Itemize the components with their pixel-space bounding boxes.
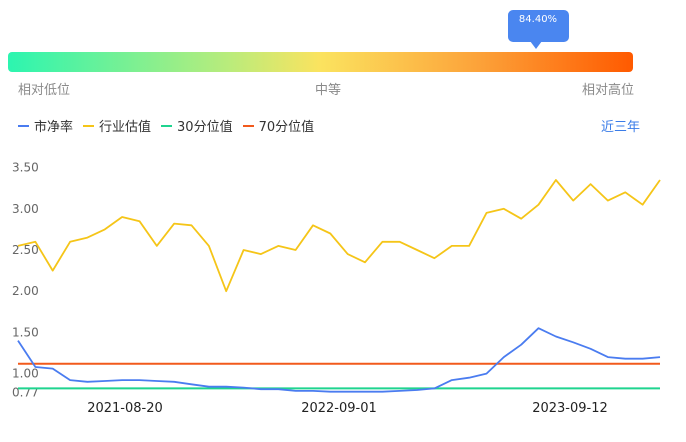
scale-mid-label: 中等 (315, 83, 342, 98)
y-tick-label: 3.00 (12, 202, 39, 216)
legend-item-p70[interactable]: 70分位值 (242, 116, 315, 135)
legend-item-p30[interactable]: 30分位值 (161, 116, 233, 135)
legend-item-industry[interactable]: 行业估值 (83, 116, 151, 135)
percentile-tooltip: 84.40% (507, 10, 569, 49)
legend-swatch-pb (18, 124, 29, 127)
x-tick-label: 2023-09-12 (532, 401, 608, 416)
percentile-label: 84.40% (518, 14, 558, 25)
legend-label-pb: 市净率 (34, 120, 74, 135)
scale-high-label: 相对高位 (582, 83, 635, 98)
series-line-industry (17, 179, 661, 293)
period-selector[interactable]: 近三年 (600, 120, 640, 135)
x-tick-label: 2022-09-01 (301, 401, 377, 416)
series-line-pb (17, 327, 661, 393)
scale-low-label: 相对低位 (18, 83, 71, 98)
y-tick-label: 1.50 (12, 325, 39, 339)
valuation-gradient-bar (8, 52, 633, 72)
legend-swatch-p70 (242, 124, 254, 127)
y-tick-label: 2.50 (12, 243, 39, 257)
legend-label-p30: 30分位值 (177, 120, 233, 135)
legend-swatch-industry (83, 124, 95, 127)
x-tick-label: 2021-08-20 (87, 401, 163, 416)
legend-swatch-p30 (161, 124, 173, 127)
y-tick-label: 3.50 (12, 161, 39, 175)
legend-label-p70: 70分位值 (258, 120, 315, 135)
y-tick-label: 2.00 (12, 284, 39, 298)
chart-legend: 市净率 行业估值 30分位值 70分位值 (18, 116, 314, 135)
legend-label-industry: 行业估值 (99, 120, 152, 135)
legend-item-pb[interactable]: 市净率 (18, 116, 73, 135)
y-tick-label: 1.00 (12, 367, 39, 381)
tooltip-pointer (529, 41, 542, 49)
